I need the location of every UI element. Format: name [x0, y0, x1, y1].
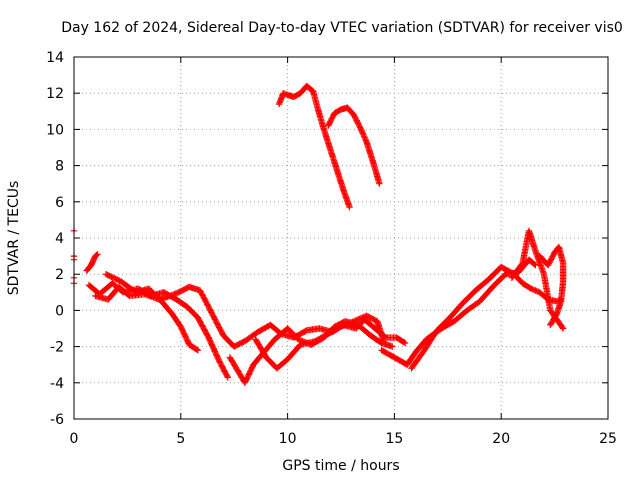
chart-title: Day 162 of 2024, Sidereal Day-to-day VTE…: [61, 20, 623, 36]
y-tick-label: 12: [46, 86, 64, 102]
y-tick-label: 10: [46, 122, 64, 138]
y-tick-label: -2: [50, 340, 64, 356]
y-tick-label: 14: [46, 50, 64, 66]
series-track-7: [252, 312, 387, 372]
data-point-markers: [252, 312, 387, 372]
plot-area: [70, 82, 567, 386]
plot-frame: [73, 56, 609, 420]
y-tick-label: -4: [50, 376, 64, 392]
series-track-4: [102, 271, 202, 354]
data-point-markers: [275, 82, 353, 211]
y-tick-label: 4: [55, 231, 64, 247]
data-point-markers: [83, 251, 101, 274]
series-track-12: [275, 82, 353, 211]
series-track-9: [408, 263, 565, 372]
x-tick-label: 5: [176, 431, 185, 447]
axis-ticks: 0 5 10 15 20 25 -6 -4 -2 0 2 4 6 8 10 12 14: [46, 50, 617, 447]
y-tick-label: 2: [55, 267, 64, 283]
series-track-2: [83, 251, 101, 274]
series-track-13: [325, 104, 383, 187]
series-track-10: [508, 227, 567, 332]
y-tick-label: 6: [55, 195, 64, 211]
x-tick-label: 10: [279, 431, 297, 447]
y-tick-label: 8: [55, 159, 64, 175]
x-tick-label: 20: [492, 431, 510, 447]
x-axis-title: GPS time / hours: [282, 458, 399, 474]
data-point-markers: [408, 263, 565, 372]
y-tick-label: 0: [55, 303, 64, 319]
x-tick-label: 15: [385, 431, 403, 447]
y-axis-title: SDTVAR / TECUs: [6, 181, 22, 296]
data-point-markers: [102, 271, 202, 354]
y-tick-label: -6: [50, 412, 64, 428]
series-track-11: [536, 243, 567, 329]
x-tick-label: 0: [70, 431, 79, 447]
x-tick-label: 25: [599, 431, 617, 447]
data-point-markers: [325, 104, 383, 187]
data-point-markers: [536, 243, 567, 329]
data-point-markers: [508, 227, 567, 332]
